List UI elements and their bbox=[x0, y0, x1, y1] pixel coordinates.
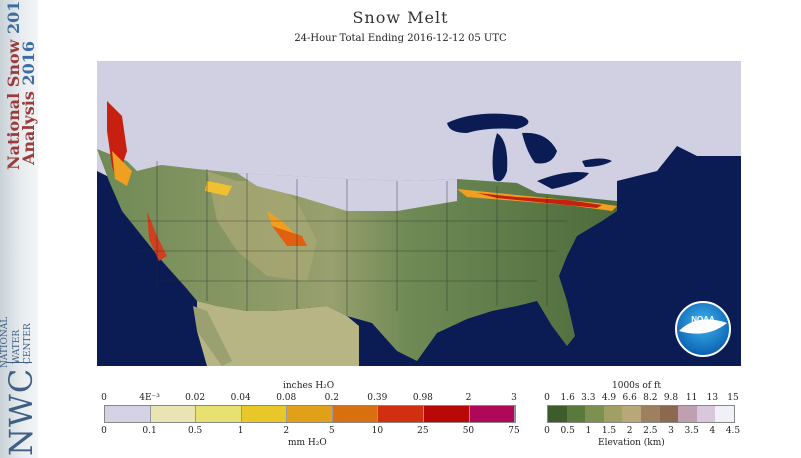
legend_melt-tick-label: 0.04 bbox=[230, 393, 251, 403]
lake-superior bbox=[447, 113, 529, 133]
melt-band-great-lakes-core bbox=[477, 193, 602, 208]
legend_elev-tick-label: 6.6 bbox=[622, 393, 637, 403]
legend_melt-tick-label: 3 bbox=[511, 393, 517, 403]
mexico-region bbox=[197, 301, 359, 366]
melt-legend-bottom-title: mm H₂O bbox=[288, 438, 327, 448]
snow-melt-map: NOAA bbox=[97, 61, 741, 366]
legend_elev-tick-label: 11 bbox=[685, 393, 698, 403]
legend_elev-tick-label: 8.2 bbox=[643, 393, 658, 403]
elev-color-bar bbox=[547, 405, 735, 423]
legend_melt-tick-label: 0.98 bbox=[412, 393, 433, 403]
lake-huron bbox=[522, 132, 557, 164]
legend_elev-swatch bbox=[715, 406, 734, 422]
legend_elev-swatch bbox=[678, 406, 697, 422]
legend_elev-tick-label: 3.5 bbox=[684, 426, 699, 436]
rocky-mountains bbox=[207, 171, 317, 281]
melt-wyoming bbox=[205, 181, 232, 196]
legend_elev-tick-label: 13 bbox=[706, 393, 719, 403]
melt-west-coast-orange bbox=[112, 151, 132, 186]
elev-legend-bottom-title: Elevation (km) bbox=[598, 438, 665, 448]
legend_melt-tick-label: 0.39 bbox=[367, 393, 388, 403]
legend_elev-tick-label: 4 bbox=[709, 426, 716, 436]
legend_melt-swatch bbox=[105, 406, 151, 422]
legend_melt-swatch bbox=[469, 406, 516, 422]
legend_melt-tick-label: 5 bbox=[328, 426, 335, 436]
legend_melt-swatch bbox=[423, 406, 470, 422]
legend_melt-swatch bbox=[332, 406, 379, 422]
legend_melt-tick-label: 1 bbox=[237, 426, 244, 436]
legend_elev-tick-label: 0.5 bbox=[560, 426, 575, 436]
legend_melt-swatch bbox=[196, 406, 242, 422]
banner-title-line2: Analysis 2016 bbox=[19, 41, 38, 165]
legend_elev-tick-label: 0 bbox=[544, 393, 550, 403]
legend_elev-tick-label: 4.5 bbox=[725, 426, 741, 436]
legend_melt-tick-label: 0.1 bbox=[142, 426, 157, 436]
legend_melt-tick-label: 0.08 bbox=[276, 393, 297, 403]
legend_melt-tick-label: 0.02 bbox=[185, 393, 206, 403]
legend_elev-swatch bbox=[548, 406, 567, 422]
state-borders bbox=[127, 161, 567, 316]
nwc-logo: NWC bbox=[2, 367, 38, 456]
legend_melt-tick-label: 50 bbox=[462, 426, 475, 436]
lake-michigan bbox=[492, 133, 508, 182]
legend_elev-tick-label: 4.9 bbox=[601, 393, 617, 403]
legend_melt-swatch bbox=[287, 406, 333, 422]
legend_melt-swatch bbox=[378, 406, 424, 422]
legend_melt-tick-label: 10 bbox=[371, 426, 384, 436]
legend_melt-tick-label: 4E⁻³ bbox=[139, 393, 160, 403]
legend_elev-tick-label: 3.3 bbox=[581, 393, 596, 403]
lake-erie bbox=[537, 172, 589, 189]
legend_elev-tick-label: 1.6 bbox=[560, 393, 575, 403]
noaa-logo-text: NOAA bbox=[691, 315, 715, 324]
legend_elev-tick-label: 1.5 bbox=[601, 426, 617, 436]
legend_elev-tick-label: 1 bbox=[585, 426, 592, 436]
legend_elev-tick-label: 2 bbox=[626, 426, 633, 436]
legend_elev-swatch bbox=[622, 406, 641, 422]
banner-org-line3: CENTER bbox=[23, 323, 33, 364]
noaa-logo: NOAA bbox=[675, 301, 731, 357]
legend_elev-tick-label: 15 bbox=[727, 393, 739, 403]
legend_melt-swatch bbox=[241, 406, 288, 422]
legend_elev-tick-label: 0 bbox=[544, 426, 550, 436]
legend_elev-swatch bbox=[659, 406, 679, 422]
legend_elev-swatch bbox=[696, 406, 716, 422]
legend_melt-tick-label: 75 bbox=[508, 426, 520, 436]
banner-divider bbox=[6, 362, 32, 363]
lake-ontario bbox=[582, 158, 612, 167]
legend_elev-tick-label: 2.5 bbox=[643, 426, 658, 436]
melt-colorado bbox=[272, 226, 307, 246]
baja-peninsula bbox=[193, 306, 232, 366]
legend_elev-swatch bbox=[585, 406, 604, 422]
legend_elev-swatch bbox=[603, 406, 623, 422]
melt-legend-top-title: inches H₂O bbox=[283, 381, 335, 391]
legend_melt-tick-label: 0 bbox=[101, 426, 107, 436]
canada-region bbox=[97, 61, 741, 206]
pacific-northwest-snow bbox=[107, 81, 187, 171]
elev-legend-top-title: 1000s of ft bbox=[612, 381, 661, 391]
banner-org-line2: WATER bbox=[12, 329, 22, 364]
legend_melt-tick-label: 0.2 bbox=[324, 393, 339, 403]
legend_melt-tick-label: 0 bbox=[101, 393, 107, 403]
legend_melt-tick-label: 0.5 bbox=[187, 426, 203, 436]
legend_melt-tick-label: 2 bbox=[465, 393, 472, 403]
page-title: Snow Melt bbox=[352, 8, 449, 27]
legend_elev-tick-label: 3 bbox=[668, 426, 674, 436]
banner-org-line1: NATIONAL bbox=[0, 316, 10, 368]
nwc-banner: National Snow 2015 Analysis 2016 NATIONA… bbox=[0, 0, 38, 458]
legend_melt-tick-label: 25 bbox=[417, 426, 429, 436]
legend_elev-tick-label: 9.8 bbox=[663, 393, 679, 403]
page-subtitle: 24-Hour Total Ending 2016-12-12 05 UTC bbox=[294, 33, 507, 44]
legend_melt-tick-label: 2 bbox=[283, 426, 290, 436]
legend_elev-swatch bbox=[640, 406, 660, 422]
melt-color-bar bbox=[104, 405, 516, 423]
legend_melt-swatch bbox=[150, 406, 197, 422]
legend_elev-swatch bbox=[566, 406, 586, 422]
